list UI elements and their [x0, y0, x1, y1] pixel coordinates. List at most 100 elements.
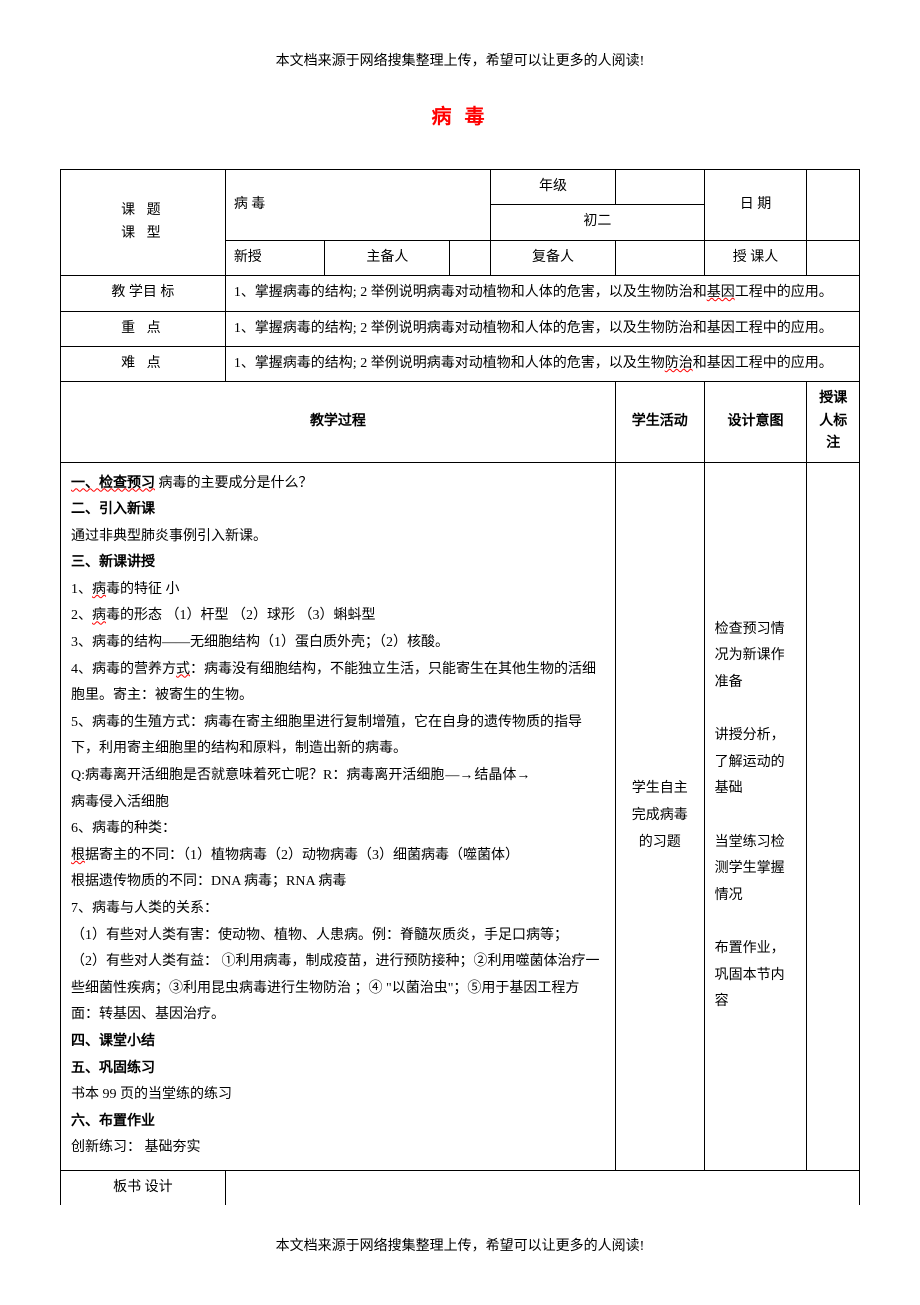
key-points-content: 1、掌握病毒的结构; 2 举例说明病毒对动植物和人体的危害，以及生物防治和基因工…	[225, 311, 859, 346]
wavy-text: 病	[92, 582, 106, 597]
wavy-text: 防治	[665, 356, 693, 371]
line-5: 5、病毒的生殖方式：病毒在寄主细胞里进行复制增殖，它在自身的遗传物质的指导下，利…	[71, 710, 605, 763]
activity-header: 学生活动	[615, 382, 704, 462]
text: 工程中的应用。	[735, 285, 833, 300]
design-intent-content: 检查预习情况为新课作准备 讲授分析，了解运动的基础 当堂练习检测学生掌握情况 布…	[704, 462, 807, 1170]
line-4: 4、病毒的营养方式：病毒没有细胞结构，不能独立生活，只能寄生在其他生物的活细胞里…	[71, 657, 605, 710]
table-row: 重 点 1、掌握病毒的结构; 2 举例说明病毒对动植物和人体的危害，以及生物防治…	[61, 311, 860, 346]
text: 2、	[71, 608, 92, 623]
intent-p3: 当堂练习检测学生掌握情况	[715, 830, 797, 910]
text: 六、布置作业	[71, 1114, 155, 1129]
section-title: 一、检查预习	[71, 476, 155, 491]
section-6-title: 六、布置作业	[71, 1109, 605, 1136]
line-12: （2）有些对人类有益： ①利用病毒，制成疫苗，进行预防接种；②利用噬菌体治疗一些…	[71, 949, 605, 1029]
teaching-process-content: 一、检查预习 病毒的主要成分是什么？ 二、引入新课 通过非典型肺炎事例引入新课。…	[61, 462, 616, 1170]
table-row: 一、检查预习 病毒的主要成分是什么？ 二、引入新课 通过非典型肺炎事例引入新课。…	[61, 462, 860, 1170]
topic-label: 课 题	[69, 200, 217, 222]
key-points-label: 重 点	[61, 311, 226, 346]
line-11: （1）有些对人类有害：使动物、植物、人患病。例：脊髓灰质炎，手足口病等；	[71, 923, 605, 950]
line-3: 3、病毒的结构——无细胞结构（1）蛋白质外壳；（2）核酸。	[71, 630, 605, 657]
intent-p1: 检查预习情况为新课作准备	[715, 617, 797, 697]
text: 学生活动	[632, 414, 688, 429]
line-9: 根据遗传物质的不同：DNA 病毒；RNA 病毒	[71, 869, 605, 896]
teacher-value	[807, 240, 860, 275]
date-label: 日 期	[704, 170, 807, 241]
text: 和基因工程中的应用。	[693, 356, 833, 371]
arrow-icon: →	[516, 768, 530, 783]
footer-text: 本文档来源于网络搜集整理上传，希望可以让更多的人阅读!	[60, 1235, 860, 1255]
main-prep-label: 主备人	[325, 240, 450, 275]
section-6-text: 创新练习： 基础夯实	[71, 1135, 605, 1162]
text: 1、掌握病毒的结构; 2 举例说明病毒对动植物和人体的危害，以及生物防治和	[234, 285, 707, 300]
section-5-text: 书本 99 页的当堂练的练习	[71, 1082, 605, 1109]
grade-label: 年级	[491, 170, 616, 205]
text: 毒的特征 小	[106, 582, 180, 597]
intent-header: 设计意图	[704, 382, 807, 462]
wavy-text: 式	[176, 662, 190, 677]
line-6c: 病毒侵入活细胞	[71, 790, 605, 817]
text: Q:病毒离开活细胞是否就意味着死亡呢？R：病毒离开活细胞	[71, 768, 444, 783]
board-design-label: 板书 设计	[61, 1170, 226, 1205]
type-value: 新授	[225, 240, 325, 275]
notes-header: 授课人标注	[807, 382, 860, 462]
text: 二、引入新课	[71, 502, 155, 517]
table-row: 教 学目 标 1、掌握病毒的结构; 2 举例说明病毒对动植物和人体的危害，以及生…	[61, 276, 860, 311]
text: 毒的形态 （1）杆型 （2）球形 （3）蝌蚪型	[106, 608, 376, 623]
line-8: 根据寄主的不同：（1）植物病毒（2）动物病毒（3）细菌病毒（噬菌体）	[71, 843, 605, 870]
text: 1、掌握病毒的结构; 2 举例说明病毒对动植物和人体的危害，以及生物	[234, 356, 665, 371]
intent-p4: 布置作业，巩固本节内容	[715, 936, 797, 1016]
line-10: 7、病毒与人类的关系：	[71, 896, 605, 923]
text: 4、病毒的营养方	[71, 662, 176, 677]
line-7: 6、病毒的种类：	[71, 816, 605, 843]
text: 教学过程	[310, 414, 366, 429]
text: 授课人标注	[819, 391, 847, 451]
objectives-label: 教 学目 标	[61, 276, 226, 311]
wavy-text: 基因	[707, 285, 735, 300]
process-header: 教学过程	[61, 382, 616, 462]
text: 五、巩固练习	[71, 1061, 155, 1076]
section-2-title: 二、引入新课	[71, 497, 605, 524]
teacher-notes-content	[807, 462, 860, 1170]
student-activity-content: 学生自主完成病毒的习题	[615, 462, 704, 1170]
line-2: 2、病毒的形态 （1）杆型 （2）球形 （3）蝌蚪型	[71, 603, 605, 630]
text: 据寄主的不同：（1）植物病毒（2）动物病毒（3）细菌病毒（噬菌体）	[85, 848, 519, 863]
topic-value: 病 毒	[225, 170, 490, 241]
topic-type-label: 课 题 课 型	[61, 170, 226, 276]
arrow-icon: —→	[444, 763, 474, 790]
text: 病毒的主要成分是什么？	[155, 476, 313, 491]
document-title: 病 毒	[60, 100, 860, 129]
type-label: 课 型	[69, 223, 217, 245]
section-1: 一、检查预习 病毒的主要成分是什么？	[71, 471, 605, 498]
section-2-text: 通过非典型肺炎事例引入新课。	[71, 524, 605, 551]
lesson-plan-table: 课 题 课 型 病 毒 年级 日 期 初二 新授 主备人 复备人 授 课人 教 …	[60, 169, 860, 1205]
table-header-row: 教学过程 学生活动 设计意图 授课人标注	[61, 382, 860, 462]
text: 四、课堂小结	[71, 1034, 155, 1049]
text: 结晶体	[474, 768, 516, 783]
table-row: 难 点 1、掌握病毒的结构; 2 举例说明病毒对动植物和人体的危害，以及生物防治…	[61, 346, 860, 381]
main-prep-value	[450, 240, 491, 275]
line-1: 1、病毒的特征 小	[71, 577, 605, 604]
wavy-text: 病	[92, 608, 106, 623]
section-5-title: 五、巩固练习	[71, 1056, 605, 1083]
date-value	[807, 170, 860, 241]
difficulties-label: 难 点	[61, 346, 226, 381]
sub-prep-label: 复备人	[491, 240, 616, 275]
grade-empty	[615, 170, 704, 205]
table-row: 课 题 课 型 病 毒 年级 日 期	[61, 170, 860, 205]
difficulties-content: 1、掌握病毒的结构; 2 举例说明病毒对动植物和人体的危害，以及生物防治和基因工…	[225, 346, 859, 381]
text: 1、	[71, 582, 92, 597]
grade-value: 初二	[491, 205, 705, 240]
table-row: 板书 设计	[61, 1170, 860, 1205]
header-text: 本文档来源于网络搜集整理上传，希望可以让更多的人阅读!	[60, 50, 860, 70]
sub-prep-value	[615, 240, 704, 275]
line-6: Q:病毒离开活细胞是否就意味着死亡呢？R：病毒离开活细胞—→结晶体→	[71, 763, 605, 790]
text: 设计意图	[728, 414, 784, 429]
teacher-label: 授 课人	[704, 240, 807, 275]
board-design-content	[225, 1170, 859, 1205]
section-3-title: 三、新课讲授	[71, 550, 605, 577]
wavy-text: 根	[71, 848, 85, 863]
text: 三、新课讲授	[71, 555, 155, 570]
intent-p2: 讲授分析，了解运动的基础	[715, 723, 797, 803]
section-4-title: 四、课堂小结	[71, 1029, 605, 1056]
objectives-content: 1、掌握病毒的结构; 2 举例说明病毒对动植物和人体的危害，以及生物防治和基因工…	[225, 276, 859, 311]
